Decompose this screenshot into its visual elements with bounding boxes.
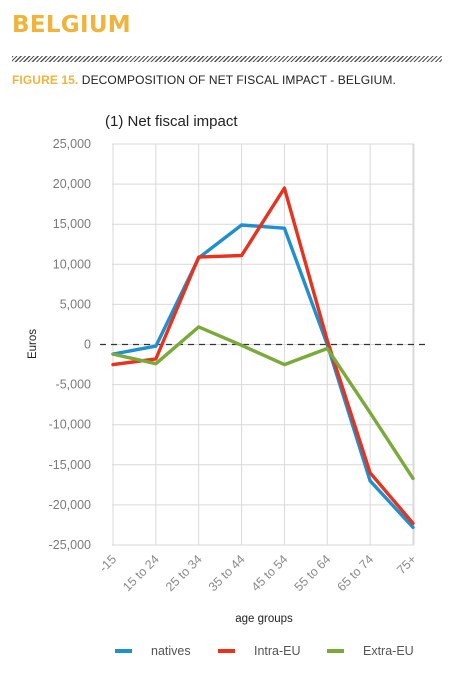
y-tick-labels: 25,000 20,000 15,000 10,000 5,000 0 -5,000 -10,… [49,137,91,552]
y-tick-label: -15,000 [49,458,91,472]
x-tick-label: 45 to 54 [249,552,291,594]
legend-label: Intra-EU [254,644,301,658]
x-tick-label: -15 [96,552,119,575]
series-lines [111,186,415,530]
y-tick-label: -10,000 [49,418,91,432]
x-tick-label: 35 to 44 [206,552,248,594]
series-line-intra-eu [111,186,415,525]
y-axis-label: Euros [27,329,39,359]
y-tick-label: -20,000 [49,498,91,512]
y-tick-label: 20,000 [53,177,91,191]
y-tick-label: -5,000 [56,378,91,392]
series-line-extra-eu [111,325,415,481]
figure-title: DECOMPOSITION OF NET FISCAL IMPACT - BEL… [81,73,396,87]
y-tick-label: 0 [84,338,91,352]
y-tick-label: 15,000 [53,217,91,231]
figure-label: FIGURE 15. [12,73,79,87]
legend-label: Extra-EU [363,644,414,658]
y-tick-label: 5,000 [60,297,91,311]
x-tick-label: 55 to 64 [292,552,334,594]
legend-label: natives [151,644,191,658]
y-tick-label: 10,000 [53,257,91,271]
figure-caption: FIGURE 15. DECOMPOSITION OF NET FISCAL I… [12,73,396,87]
country-heading: BELGIUM [12,12,131,38]
series-line-natives [111,223,415,530]
legend: natives Intra-EU Extra-EU [115,644,414,658]
x-tick-label: 75+ [394,552,419,577]
x-tick-label: 15 to 24 [120,552,162,594]
x-tick-label: 65 to 74 [334,552,376,594]
x-tick-labels: -15 15 to 24 25 to 34 35 to 44 45 to 54 55 to… [96,552,419,594]
x-tick-label: 25 to 34 [163,552,205,594]
x-axis-label: age groups [235,613,293,625]
chart-title: (1) Net fiscal impact [105,113,238,130]
hatched-divider [12,56,442,62]
y-tick-label: 25,000 [53,137,91,151]
y-tick-label: -25,000 [49,538,91,552]
